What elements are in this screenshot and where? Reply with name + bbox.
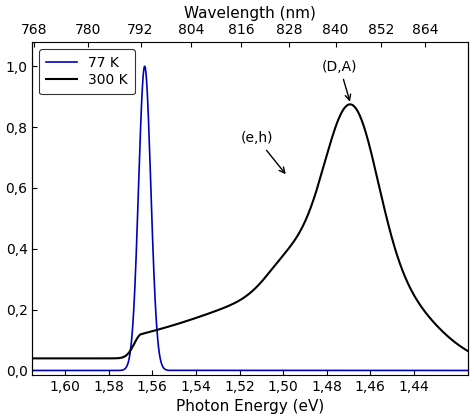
300 K xyxy=(347,102,353,107)
300 K xyxy=(73,356,78,361)
300 K xyxy=(23,356,29,361)
X-axis label: Photon Energy (eV): Photon Energy (eV) xyxy=(176,399,325,415)
Line: 300 K: 300 K xyxy=(26,104,473,358)
Line: 77 K: 77 K xyxy=(26,66,473,370)
300 K xyxy=(36,356,42,361)
77 K xyxy=(470,368,474,373)
300 K xyxy=(282,251,288,256)
300 K xyxy=(279,255,284,260)
Legend: 77 K, 300 K: 77 K, 300 K xyxy=(39,49,135,94)
77 K xyxy=(282,368,288,373)
77 K xyxy=(59,368,64,373)
Text: (e,h): (e,h) xyxy=(241,131,285,173)
300 K xyxy=(257,281,263,286)
77 K xyxy=(23,368,29,373)
77 K xyxy=(142,64,147,69)
77 K xyxy=(146,109,151,114)
Text: (D,A): (D,A) xyxy=(322,60,357,100)
77 K xyxy=(257,368,263,373)
77 K xyxy=(36,368,42,373)
300 K xyxy=(59,356,64,361)
77 K xyxy=(279,368,284,373)
300 K xyxy=(145,330,151,335)
300 K xyxy=(470,351,474,356)
X-axis label: Wavelength (nm): Wavelength (nm) xyxy=(184,5,316,21)
